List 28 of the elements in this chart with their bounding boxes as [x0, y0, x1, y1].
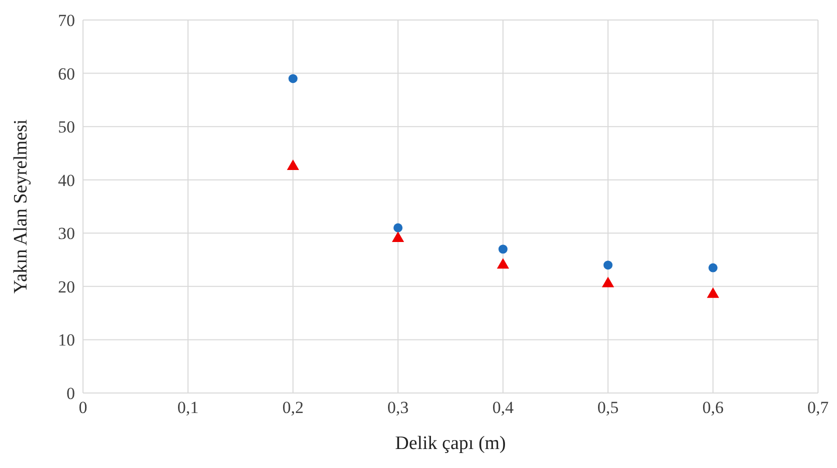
point	[392, 231, 404, 242]
point	[393, 223, 403, 232]
y-tick-label: 20	[58, 277, 75, 296]
point	[603, 260, 613, 270]
x-tick-label: 0	[78, 398, 88, 418]
x-tick-label: 0,6	[702, 398, 724, 418]
x-tick-label: 0,2	[282, 398, 304, 418]
y-tick-label: 10	[58, 330, 75, 350]
y-tick-label: 60	[58, 64, 75, 84]
y-tick-label: 50	[58, 118, 75, 137]
point	[706, 287, 720, 298]
x-axis-title: Delik çapı (m)	[395, 433, 506, 454]
x-tick-label: 0,7	[807, 398, 830, 418]
x-tick-label: 0,3	[387, 398, 409, 418]
point	[286, 160, 300, 170]
x-tick-label: 0,4	[492, 398, 514, 418]
point	[496, 258, 510, 269]
y-axis-title: Yakın Alan Seyrelmesi	[10, 119, 32, 294]
y-tick-label: 70	[58, 11, 75, 30]
point	[498, 244, 508, 254]
x-tick-label: 0,5	[597, 398, 619, 418]
x-tick-label: 0,1	[177, 398, 199, 418]
y-tick-label: 40	[58, 170, 75, 190]
point	[708, 263, 718, 272]
point	[288, 74, 298, 84]
y-tick-label: 0	[66, 384, 75, 404]
y-tick-label: 30	[58, 224, 75, 244]
point	[602, 276, 614, 288]
